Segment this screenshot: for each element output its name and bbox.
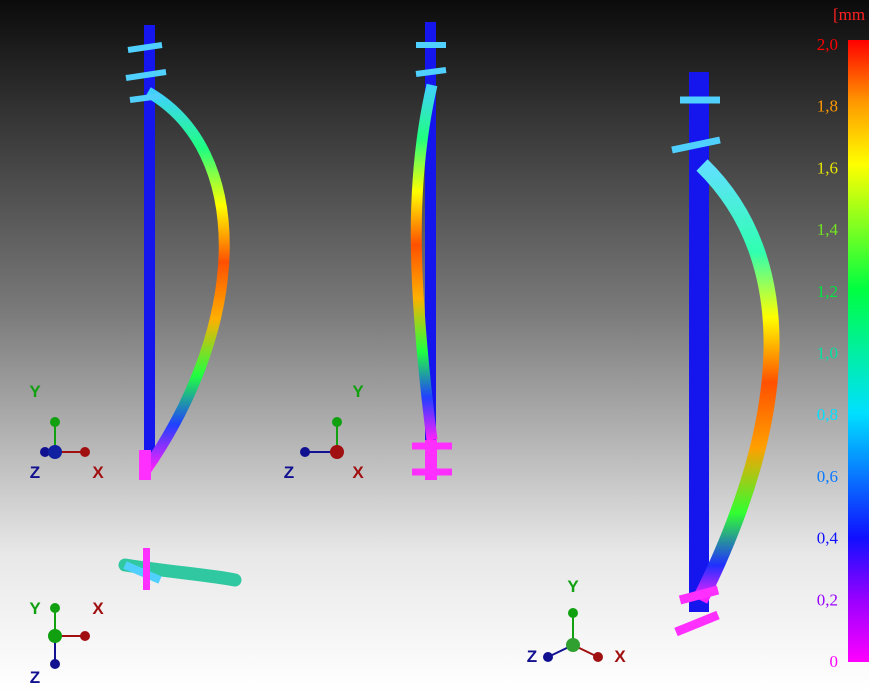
triad-arrow <box>50 659 60 669</box>
tick-label: 1,8 <box>817 97 838 116</box>
triad-origin <box>566 638 580 652</box>
triad-arrow <box>332 417 342 427</box>
axis-label: Z <box>284 463 294 482</box>
axis-label: X <box>92 463 104 482</box>
triad-arrow <box>300 447 310 457</box>
triad-origin <box>48 629 62 643</box>
tick-label: 1,0 <box>817 344 838 363</box>
tick-label: 1,4 <box>817 220 839 239</box>
tick-label: 0,2 <box>817 590 838 609</box>
color-bar <box>848 40 869 662</box>
triad-arrow <box>543 652 553 662</box>
viewport: [mm 2,0 1,8 1,6 1,4 1,2 1,0 0,8 0,6 0,4 0,2 0 Y Z X Y… <box>0 0 869 692</box>
tick-label: 0 <box>830 652 839 671</box>
unit-label: [mm <box>833 5 865 24</box>
tick-label: 0,8 <box>817 405 838 424</box>
tick-label: 0,4 <box>817 529 839 548</box>
tick-label: 1,2 <box>817 282 838 301</box>
triad-origin <box>48 445 62 459</box>
axis-label: X <box>614 647 626 666</box>
triad-arrow <box>80 447 90 457</box>
triad-origin <box>330 445 344 459</box>
axis-label: X <box>92 599 104 618</box>
tick-label: 0,6 <box>817 467 838 486</box>
tick-label: 2,0 <box>817 35 838 54</box>
axis-label: Y <box>567 577 579 596</box>
axis-label: Z <box>30 463 40 482</box>
axis-label: Y <box>29 599 41 618</box>
axis-label: X <box>352 463 364 482</box>
axis-label: Z <box>527 647 537 666</box>
tick-label: 1,6 <box>817 158 838 177</box>
axis-label: Z <box>30 668 40 687</box>
axis-label: Y <box>352 382 364 401</box>
triad-arrow <box>50 417 60 427</box>
triad-arrow <box>593 652 603 662</box>
triad-arrow <box>50 603 60 613</box>
axis-label: Y <box>29 382 41 401</box>
triad-arrow <box>568 608 578 618</box>
triad-arrow <box>80 631 90 641</box>
